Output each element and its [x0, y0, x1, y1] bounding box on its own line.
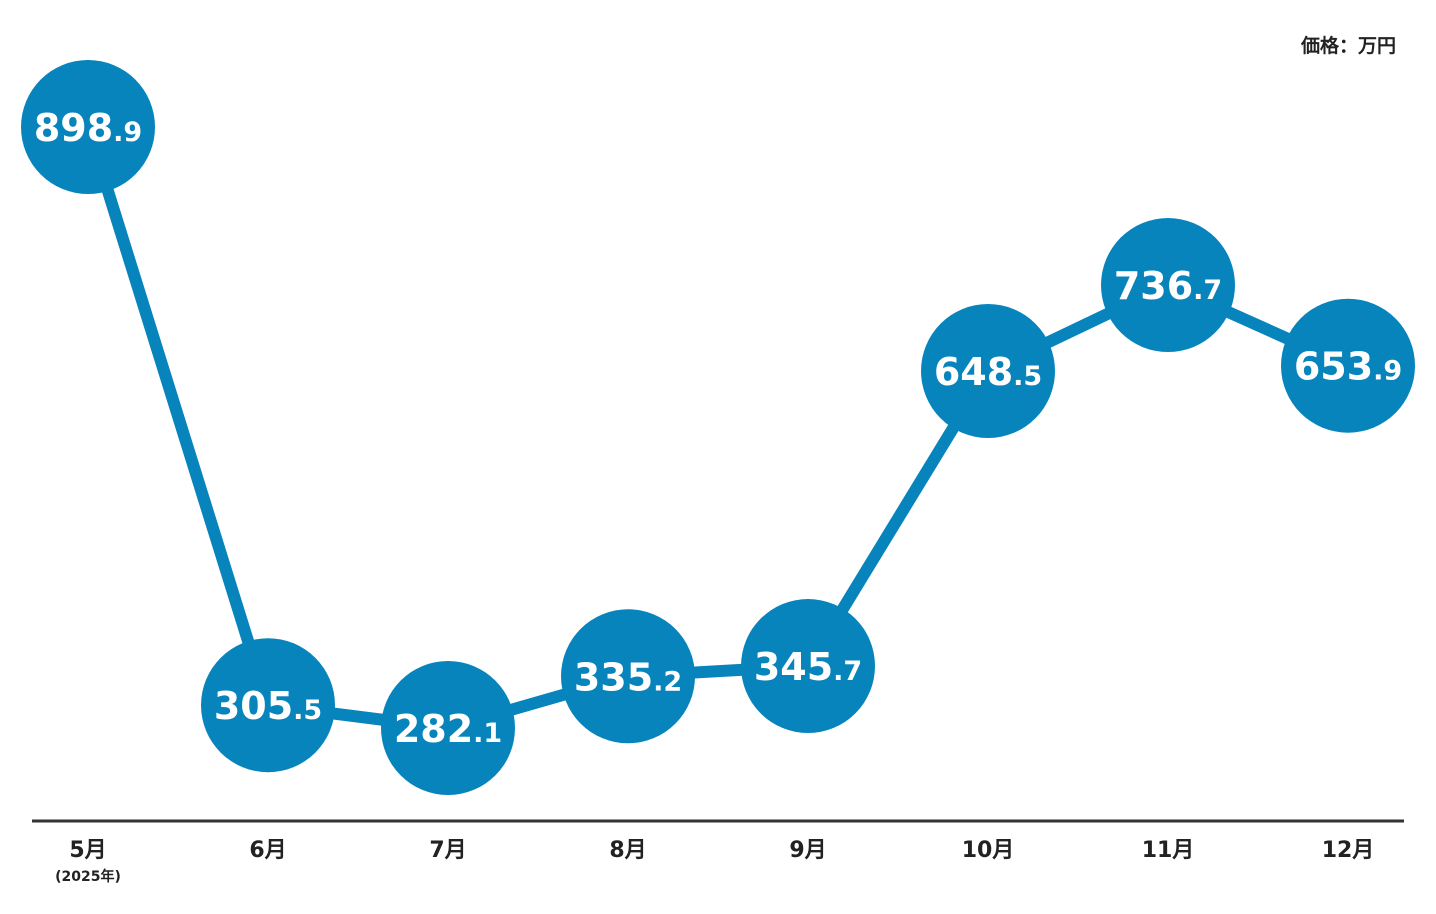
data-point: 335.2 — [561, 609, 695, 744]
data-point-marker — [201, 638, 335, 773]
data-point: 898.9 — [21, 60, 155, 194]
x-tick-label: 5月 — [69, 838, 106, 863]
x-tick-label: 10月 — [962, 838, 1015, 863]
unit-label: 価格：万円 — [1300, 34, 1396, 57]
data-point-marker — [1281, 298, 1415, 433]
x-tick-sublabel: (2025年) — [55, 868, 121, 885]
x-tick-label: 12月 — [1322, 838, 1375, 863]
data-point: 345.7 — [741, 599, 875, 734]
data-label: 898.9 — [34, 106, 142, 150]
data-point-marker — [21, 60, 155, 194]
x-tick-label: 8月 — [609, 838, 646, 863]
series-line — [82, 121, 1354, 734]
data-point-marker — [1101, 218, 1235, 353]
x-axis-ticks: 5月 (2025年) 6月 7月 8月 9月 10月 11月 12月 — [55, 838, 1374, 885]
x-tick-label: 11月 — [1142, 838, 1195, 863]
data-point: 305.5 — [201, 638, 335, 773]
data-point-marker — [921, 303, 1055, 438]
series-layer — [82, 121, 1354, 734]
x-tick-label: 6月 — [249, 838, 286, 863]
data-point: 282.1 — [381, 661, 515, 795]
data-label: 305.5 — [214, 684, 322, 728]
data-label: 736.7 — [1114, 264, 1222, 308]
data-point-marker — [561, 609, 695, 744]
data-point: 736.7 — [1101, 218, 1235, 353]
data-label: 335.2 — [574, 655, 682, 699]
x-tick-label: 9月 — [789, 838, 826, 863]
data-label: 282.1 — [394, 707, 502, 751]
data-point-marker — [381, 661, 515, 795]
x-tick-label: 7月 — [429, 838, 466, 863]
data-label: 653.9 — [1294, 345, 1402, 389]
data-point-marker — [741, 599, 875, 734]
data-point: 653.9 — [1281, 298, 1415, 433]
data-label: 345.7 — [754, 645, 862, 689]
points-layer: 898.9 305.5 282.1 335.2 345.7 648.5 736.7 653.9 — [21, 60, 1415, 795]
data-point: 648.5 — [921, 303, 1055, 438]
data-label: 648.5 — [934, 350, 1042, 394]
